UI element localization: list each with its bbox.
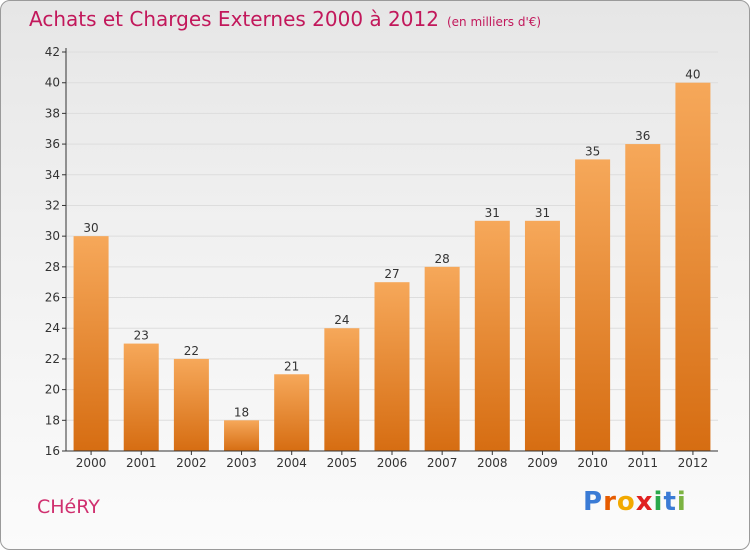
bar <box>324 328 360 451</box>
bar <box>424 266 460 451</box>
labels: 16 18 20 22 24 26 28 30 32 34 36 38 40 42 30 2000 23 2001… <box>45 45 708 470</box>
data-label: 28 <box>435 252 450 266</box>
bar <box>224 420 260 451</box>
data-label: 30 <box>83 221 98 235</box>
bars <box>73 82 711 452</box>
x-tick-label: 2009 <box>527 456 558 470</box>
y-tick-label: 42 <box>45 45 60 59</box>
x-tick-label: 2006 <box>377 456 408 470</box>
y-tick-label: 32 <box>45 198 60 212</box>
bar <box>524 220 560 451</box>
data-label: 18 <box>234 405 249 419</box>
bar <box>123 343 159 451</box>
x-tick-label: 2002 <box>176 456 207 470</box>
y-tick-label: 30 <box>45 229 60 243</box>
x-tick-label: 2007 <box>427 456 458 470</box>
y-tick-label: 16 <box>45 444 60 458</box>
y-tick-label: 24 <box>45 321 60 335</box>
logo-letter: o <box>616 487 636 517</box>
y-tick-label: 40 <box>45 76 60 90</box>
x-tick-label: 2008 <box>477 456 508 470</box>
x-tick-label: 2012 <box>678 456 709 470</box>
x-tick-label: 2003 <box>226 456 257 470</box>
bar <box>625 144 661 452</box>
logo-letter: r <box>603 487 617 517</box>
y-tick-label: 22 <box>45 352 60 366</box>
chart-title: Achats et Charges Externes 2000 à 2012 (e… <box>29 7 541 31</box>
x-tick-label: 2001 <box>126 456 157 470</box>
y-tick-label: 36 <box>45 137 60 151</box>
bar <box>474 220 510 451</box>
x-tick-label: 2004 <box>276 456 307 470</box>
data-label: 40 <box>685 68 700 82</box>
x-tick-label: 2000 <box>76 456 107 470</box>
data-label: 36 <box>635 129 650 143</box>
commune-name: CHéRY <box>37 496 100 518</box>
logo-letter: x <box>635 487 654 517</box>
bar <box>274 374 310 451</box>
bar <box>374 282 410 451</box>
bar <box>173 358 209 451</box>
y-tick-label: 18 <box>45 413 60 427</box>
y-tick-label: 26 <box>45 291 60 305</box>
data-label: 31 <box>535 206 550 220</box>
logo-letter: t <box>663 487 677 517</box>
bar <box>73 236 109 451</box>
y-tick-label: 28 <box>45 260 60 274</box>
y-tick-label: 34 <box>45 168 60 182</box>
axes <box>62 48 718 455</box>
logo-letter: i <box>676 487 687 517</box>
chart-title-text: Achats et Charges Externes 2000 à 2012 <box>29 7 439 31</box>
logo-letter: P <box>583 487 604 517</box>
data-label: 22 <box>184 344 199 358</box>
data-label: 21 <box>284 359 299 373</box>
bar <box>675 82 711 451</box>
y-tick-label: 38 <box>45 106 60 120</box>
data-label: 24 <box>334 313 349 327</box>
x-tick-label: 2005 <box>327 456 358 470</box>
data-label: 23 <box>134 329 149 343</box>
chart-unit: (en milliers d'€) <box>446 15 542 29</box>
y-tick-label: 20 <box>45 383 60 397</box>
x-tick-label: 2010 <box>577 456 608 470</box>
bar <box>575 159 611 451</box>
data-label: 35 <box>585 144 600 158</box>
data-label: 27 <box>384 267 399 281</box>
proxiti-logo: Proxiti <box>583 487 687 517</box>
data-label: 31 <box>485 206 500 220</box>
logo-letter: i <box>653 487 664 517</box>
x-tick-label: 2011 <box>627 456 658 470</box>
